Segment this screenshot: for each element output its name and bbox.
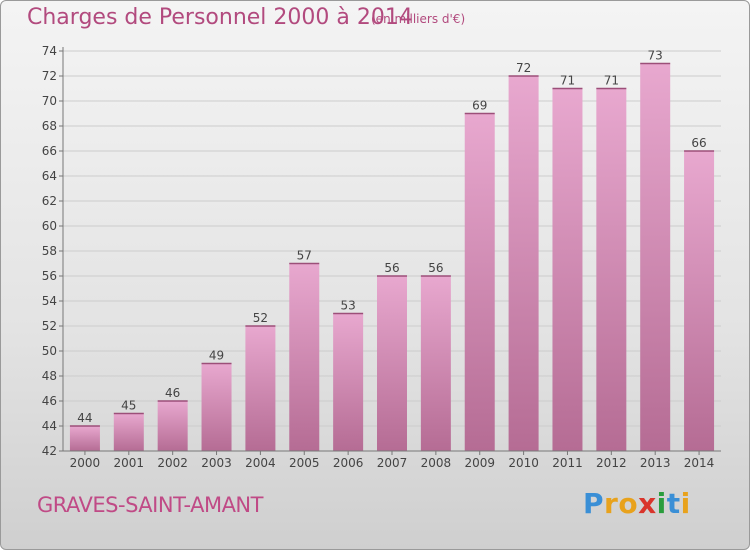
y-tick-label: 68 [42, 119, 57, 133]
bar[interactable] [201, 363, 232, 452]
y-tick-label: 58 [42, 244, 57, 258]
bar-value-label: 72 [516, 61, 531, 75]
bar[interactable] [113, 413, 144, 452]
bar-value-label: 66 [691, 136, 706, 150]
y-tick-label: 52 [42, 319, 57, 333]
x-tick-label: 2003 [201, 456, 232, 470]
y-tick-label: 50 [42, 344, 57, 358]
y-tick-label: 46 [42, 394, 57, 408]
bar-value-label: 56 [384, 261, 399, 275]
bar[interactable] [333, 313, 364, 452]
bar-value-label: 71 [604, 74, 619, 88]
y-tick-label: 74 [42, 44, 57, 58]
bar-value-label: 46 [165, 386, 180, 400]
logo-letter: t [666, 487, 681, 520]
logo-letter: r [604, 487, 619, 520]
y-tick-label: 48 [42, 369, 57, 383]
bar-value-label: 44 [77, 411, 92, 425]
bar-value-label: 56 [428, 261, 443, 275]
axes: 42 44 46 48 50 52 54 56 58 60 62 64 66 68 70 72 74 2000 20… [42, 44, 721, 470]
x-tick-label: 2005 [289, 456, 320, 470]
y-tick-label: 56 [42, 269, 57, 283]
logo-letter: i [656, 487, 667, 520]
chart-title: Charges de Personnel 2000 à 2014 [27, 5, 413, 30]
x-tick-label: 2004 [245, 456, 276, 470]
y-tick-label: 72 [42, 69, 57, 83]
x-tick-label: 2000 [70, 456, 101, 470]
commune-name: GRAVES-SAINT-AMANT [37, 493, 263, 517]
y-tick-label: 44 [42, 419, 57, 433]
y-tick-label: 64 [42, 169, 57, 183]
x-tick-label: 2014 [684, 456, 715, 470]
bars: 44 45 46 49 52 57 53 56 56 69 72 71 71 73 66 [69, 49, 715, 452]
x-tick-label: 2001 [114, 456, 145, 470]
y-tick-label: 62 [42, 194, 57, 208]
proxiti-logo[interactable]: Proxiti [583, 487, 691, 520]
x-tick-label: 2009 [464, 456, 495, 470]
x-tick-label: 2006 [333, 456, 364, 470]
x-tick-label: 2007 [377, 456, 408, 470]
x-tick-label: 2010 [508, 456, 539, 470]
y-tick-label: 42 [42, 444, 57, 458]
bar[interactable] [157, 401, 188, 451]
x-tick-label: 2002 [157, 456, 188, 470]
y-tick-label: 60 [42, 219, 57, 233]
bar[interactable] [289, 263, 320, 452]
bar-value-label: 71 [560, 74, 575, 88]
x-tick-label: 2011 [552, 456, 583, 470]
y-tick-label: 70 [42, 94, 57, 108]
x-tick-label: 2012 [596, 456, 627, 470]
bar[interactable] [377, 276, 407, 451]
chart-subtitle: (en milliers d'€) [371, 12, 466, 26]
x-tick-label: 2013 [640, 456, 671, 470]
bar-value-label: 53 [340, 299, 355, 313]
x-tick-label: 2008 [421, 456, 452, 470]
logo-letter: o [618, 487, 639, 520]
bar-value-label: 73 [648, 49, 663, 63]
y-tick-label: 54 [42, 294, 57, 308]
bar[interactable] [245, 326, 276, 451]
bar[interactable] [684, 151, 715, 451]
bar[interactable] [69, 426, 100, 451]
bar-value-label: 49 [209, 349, 224, 363]
logo-letter: x [638, 487, 657, 520]
bar-value-label: 69 [472, 99, 487, 113]
logo-letter: P [583, 487, 605, 520]
logo-letter: i [680, 487, 691, 520]
y-tick-label: 66 [42, 144, 57, 158]
bar[interactable] [640, 63, 671, 452]
bar[interactable] [464, 113, 495, 452]
bar-value-label: 52 [253, 311, 268, 325]
bar-value-label: 57 [297, 249, 312, 263]
bar[interactable] [552, 88, 583, 452]
bar[interactable] [508, 76, 539, 451]
bar[interactable] [596, 88, 627, 452]
bar[interactable] [420, 276, 451, 451]
bar-value-label: 45 [121, 399, 136, 413]
